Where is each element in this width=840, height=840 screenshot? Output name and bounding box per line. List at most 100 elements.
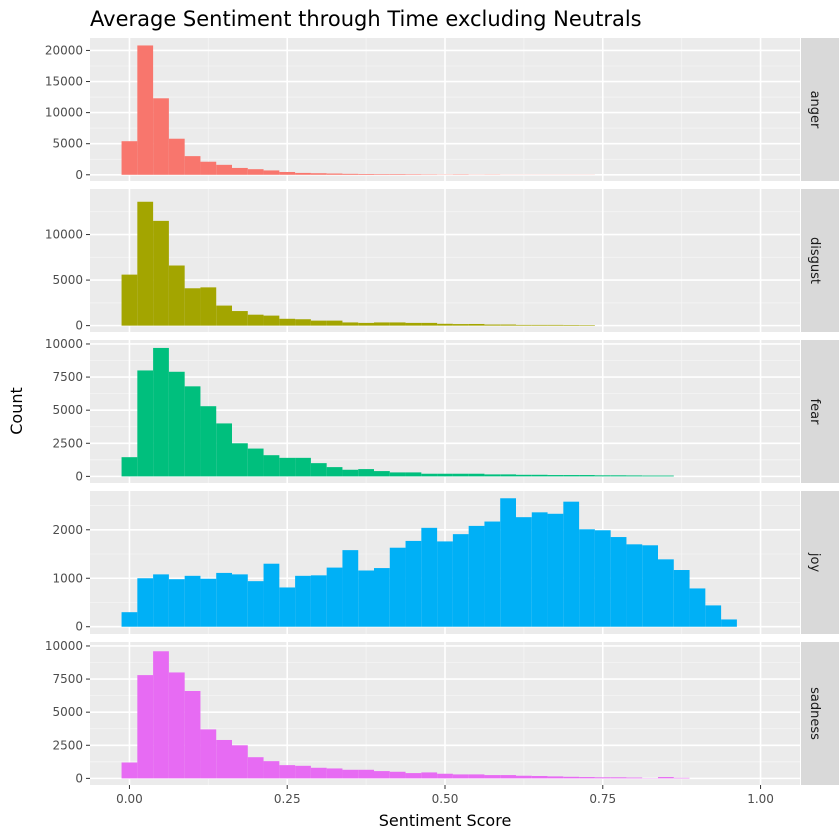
bar-joy [626,544,643,627]
bar-fear [531,474,548,477]
facet-strip [801,340,839,483]
bar-disgust [232,311,248,326]
bar-fear [421,473,438,477]
bar-joy [437,541,453,627]
bar-sadness [326,768,343,779]
bar-joy [295,575,311,627]
bar-sadness [232,745,248,779]
bar-anger [153,98,169,175]
bar-joy [563,501,580,627]
bar-joy [310,575,327,627]
bar-fear [658,475,674,477]
bar-fear [547,475,564,477]
bar-sadness [216,739,232,779]
bar-sadness [153,651,169,779]
bar-sadness [121,762,138,779]
x-tick-label: 0.25 [274,792,301,806]
bar-sadness [610,777,627,779]
y-tick-label: 0 [75,771,83,785]
bar-sadness [673,777,690,779]
bar-fear [626,475,643,477]
bar-joy [547,513,564,627]
bar-joy [263,563,280,627]
y-tick-label: 10000 [45,228,83,242]
bar-disgust [358,322,374,326]
facet-strip-label: anger [807,91,822,129]
bar-joy [121,612,138,627]
bar-fear [610,475,627,477]
bar-anger [263,170,280,175]
bar-joy [232,574,248,627]
facet-strip [801,491,839,634]
bar-fear [184,386,201,477]
y-tick-label: 20000 [45,43,83,57]
bar-anger [295,172,311,175]
y-tick-label: 7500 [52,370,83,384]
bar-sadness [279,765,296,779]
bar-disgust [389,322,406,326]
bar-fear [310,463,327,477]
bar-fear [642,475,658,477]
bar-joy [673,570,690,627]
bar-joy [374,568,390,627]
bar-joy [610,537,627,627]
facet-strip [801,189,839,332]
bar-joy [421,527,438,627]
bar-disgust [137,201,154,326]
bar-disgust [184,288,201,326]
bar-disgust [342,322,359,326]
bar-anger [374,174,390,175]
facet-sadness: 0 2500 5000 7500 10000 sadness [45,639,839,785]
bar-sadness [168,672,185,779]
bar-joy [342,550,359,627]
y-axis-title: Count [7,387,26,435]
bar-joy [405,540,422,627]
facet-strip [801,642,839,785]
bar-anger [184,156,201,175]
bar-fear [232,443,248,477]
bar-joy [594,530,611,627]
bar-anger [121,141,138,175]
y-tick-label: 2500 [52,738,83,752]
bar-fear [326,467,343,477]
y-tick-label: 0 [75,319,83,333]
bar-anger [326,173,343,175]
y-tick-label: 10000 [45,337,83,351]
bar-sadness [468,774,485,779]
bar-joy [358,570,374,627]
bar-fear [437,473,453,477]
bar-disgust [468,323,485,326]
bar-disgust [437,323,453,326]
x-tick-label: 0.50 [432,792,459,806]
facet-joy: 0 1000 2000 joy [52,491,839,634]
bar-sadness [421,772,438,779]
bar-sadness [389,771,406,779]
bar-fear [516,474,532,477]
bar-sadness [626,777,643,779]
bar-disgust [247,314,264,326]
bar-sadness [500,775,516,779]
facet-strip-label: fear [807,399,822,426]
bar-fear [468,473,485,477]
bar-fear [295,457,311,477]
bar-sadness [295,765,311,779]
chart-title: Average Sentiment through Time excluding… [90,7,642,31]
y-tick-label: 7500 [52,672,83,686]
bar-fear [153,347,169,477]
y-tick-label: 15000 [45,75,83,89]
bar-sadness [452,774,469,779]
bar-joy [500,498,516,627]
bar-joy [184,575,201,627]
y-tick-label: 5000 [52,705,83,719]
bar-disgust [421,322,438,326]
bar-disgust [563,324,580,326]
x-tick-label: 1.00 [747,792,774,806]
bar-anger [389,174,406,175]
bar-fear [452,473,469,477]
bar-sadness [310,767,327,779]
bar-disgust [295,319,311,326]
bar-joy [689,588,706,627]
bar-disgust [531,324,548,326]
bar-joy [658,559,674,627]
